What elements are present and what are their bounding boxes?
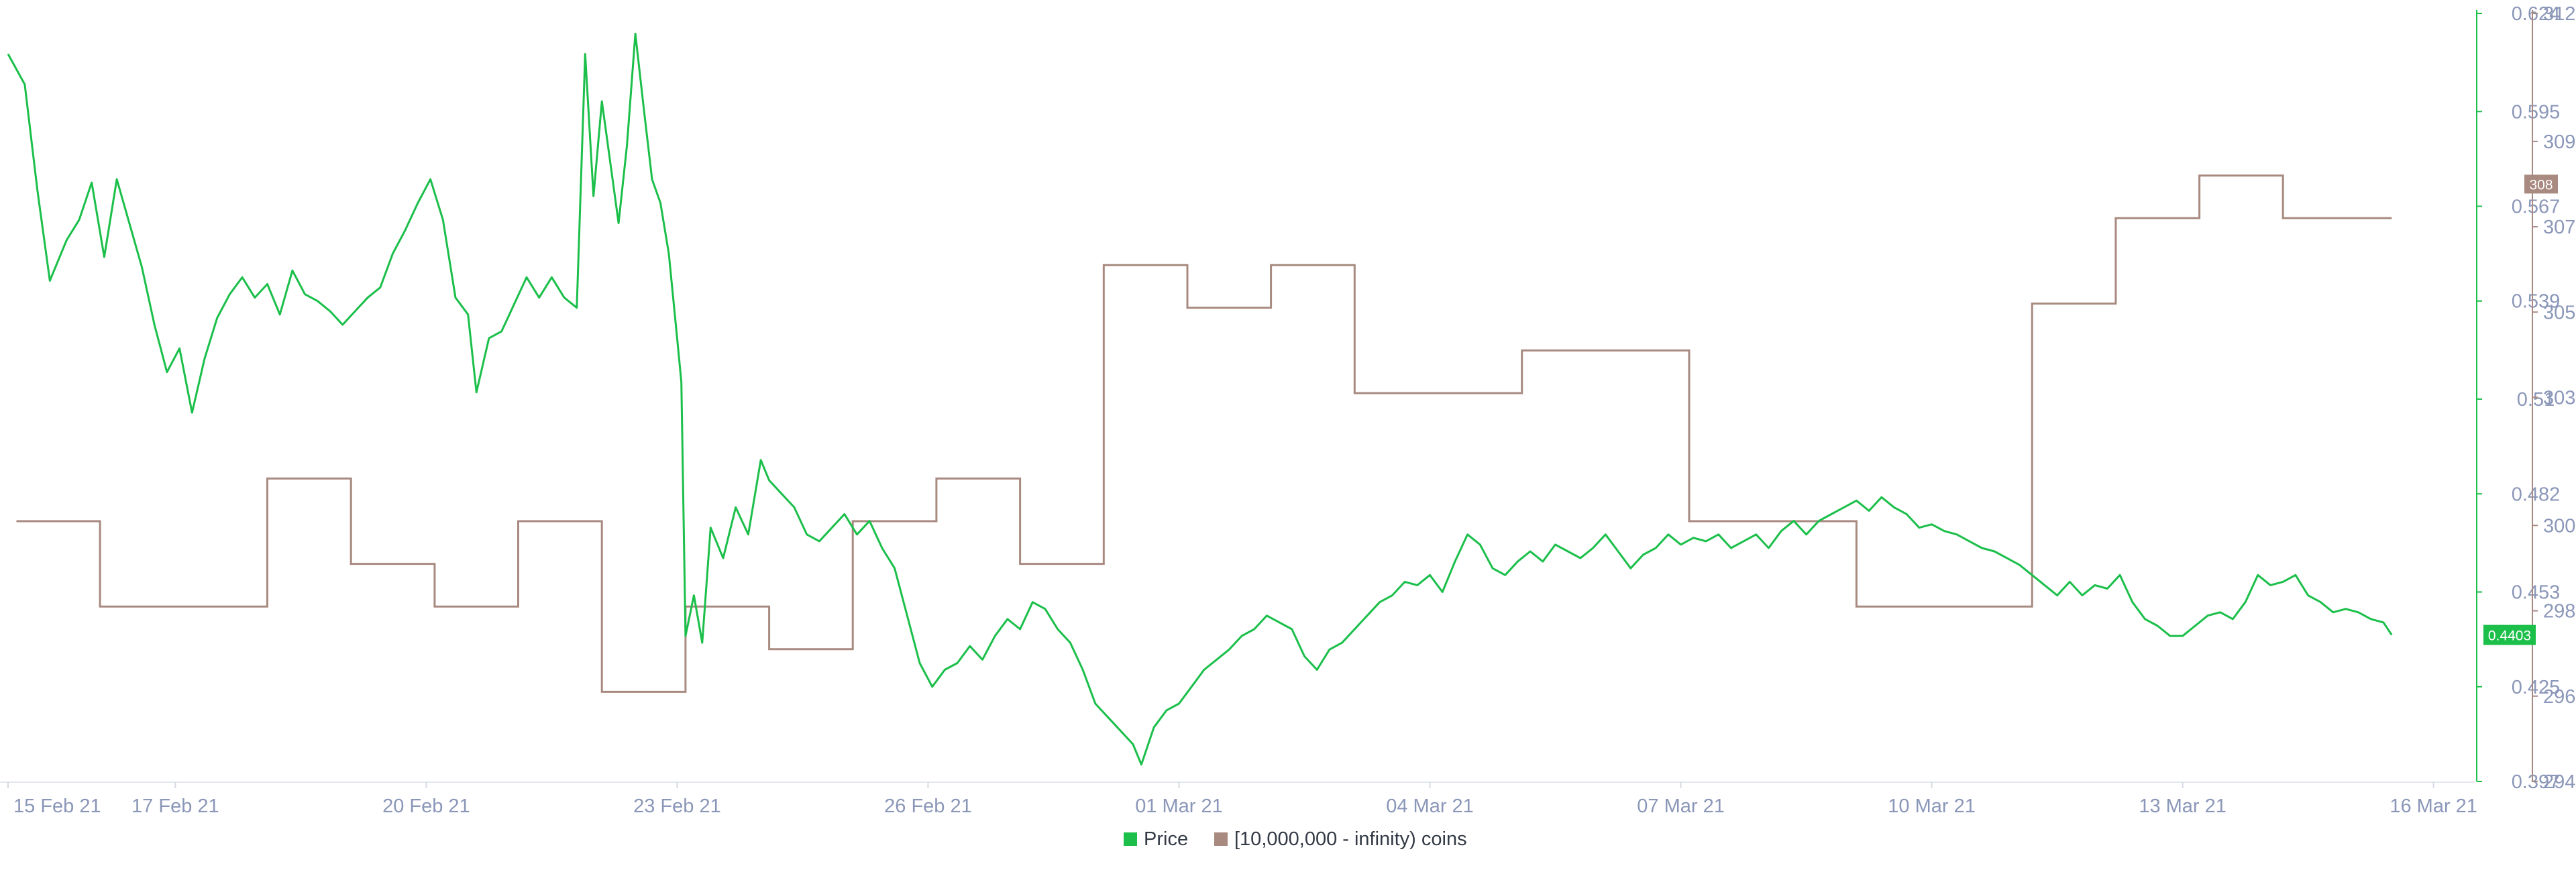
x-tick-label: 07 Mar 21 (1637, 796, 1725, 817)
series-line-coins (16, 174, 2392, 693)
value-badges: 0.4403 308 (2483, 174, 2558, 645)
y-right-tick-label: 305 (2543, 302, 2575, 323)
y-right-tick-label: 303 (2543, 388, 2575, 409)
series-layer (7, 32, 2393, 766)
legend-label: [10,000,000 - infinity) coins (1234, 828, 1467, 850)
y-right-tick-label: 300 (2543, 515, 2575, 537)
y-right-tick-label: 312 (2543, 3, 2575, 25)
y-left-tick-label: 0.595 (2512, 101, 2561, 123)
y-left-tick-label: 0.453 (2512, 582, 2561, 604)
x-tick-label: 15 Feb 21 (13, 796, 101, 817)
legend-item-coins[interactable]: [10,000,000 - infinity) coins (1214, 828, 1467, 850)
y-right-tick-label: 294 (2543, 771, 2575, 793)
x-axis: 15 Feb 21 17 Feb 21 20 Feb 21 23 Feb 21 26 F… (0, 781, 2477, 817)
y-left-tick-label: 0.567 (2512, 197, 2561, 218)
legend-swatch (1214, 832, 1228, 846)
y-right-tick-label: 309 (2543, 131, 2575, 153)
legend-item-price[interactable]: Price (1124, 828, 1188, 850)
x-tick-label: 17 Feb 21 (131, 796, 219, 817)
y-left-tick-label: 0.51 (2517, 389, 2555, 411)
x-tick-label: 10 Mar 21 (1888, 796, 1976, 817)
y-right-tick-label: 298 (2543, 601, 2575, 622)
x-tick-label: 16 Mar 21 (2390, 796, 2477, 817)
coins-last-value-badge (2524, 174, 2558, 194)
legend-label: Price (1144, 828, 1188, 850)
coins-last-value-text: 308 (2529, 177, 2553, 193)
legend[interactable]: Price [10,000,000 - infinity) coins (1124, 828, 1467, 850)
y-axis-left: 0.6240.5950.5670.5390.510.4820.4530.4250… (2476, 3, 2561, 793)
y-axis-right: 312 309 307 305 303 300 298 296 294 (2532, 3, 2575, 793)
y-left-tick-label: 0.539 (2512, 291, 2561, 313)
x-tick-label: 26 Feb 21 (884, 796, 972, 817)
x-tick-label: 20 Feb 21 (382, 796, 470, 817)
x-tick-label: 13 Mar 21 (2139, 796, 2226, 817)
y-right-tick-label: 296 (2543, 686, 2575, 708)
x-tick-label: 01 Mar 21 (1135, 796, 1223, 817)
x-tick-label: 04 Mar 21 (1386, 796, 1474, 817)
price-last-value-badge (2483, 624, 2536, 645)
y-right-tick-label: 307 (2543, 217, 2575, 238)
y-left-tick-label: 0.482 (2512, 484, 2561, 505)
price-last-value-text: 0.4403 (2488, 629, 2531, 644)
series-line-price (7, 32, 2393, 766)
x-tick-label: 23 Feb 21 (633, 796, 721, 817)
y-left-tick-label: 0.425 (2512, 677, 2561, 698)
legend-swatch (1124, 832, 1137, 846)
